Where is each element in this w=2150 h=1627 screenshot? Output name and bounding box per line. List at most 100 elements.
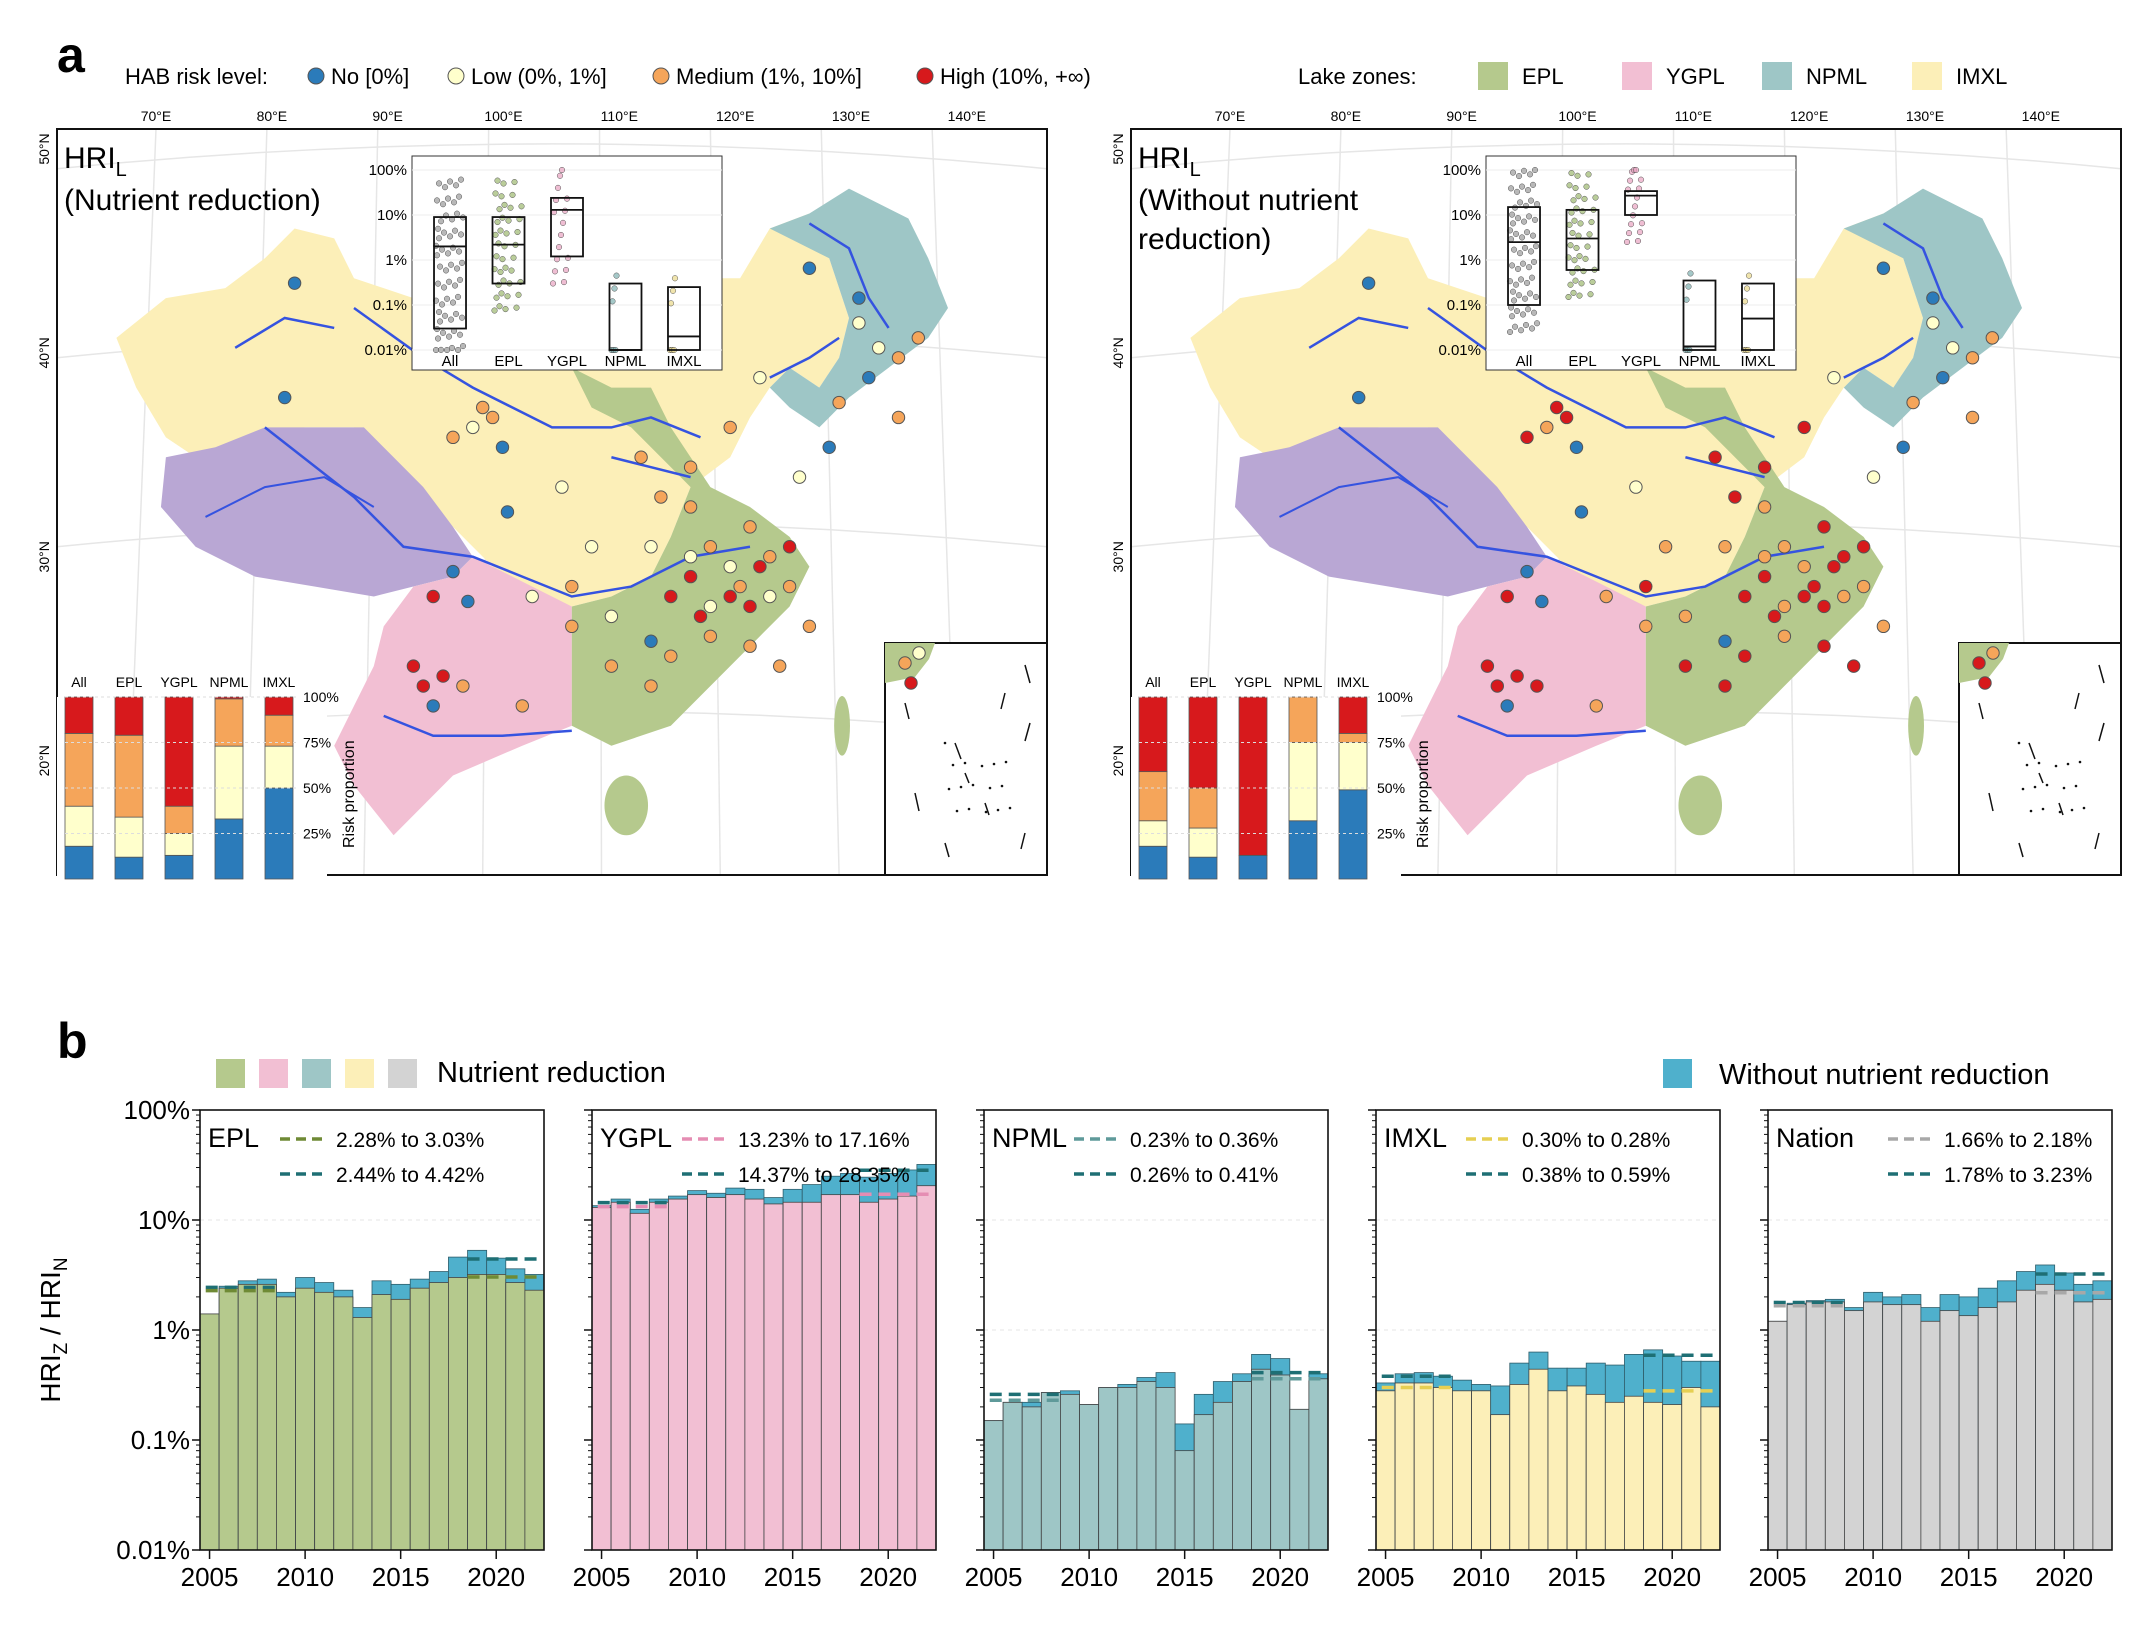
boxplot-point xyxy=(1511,323,1519,330)
boxplot-box xyxy=(1507,206,1541,306)
boxplot-point xyxy=(1637,176,1645,183)
map-inset-island xyxy=(1004,760,1008,764)
legend-risk: HAB risk level: No [0%] Low (0%, 1%] Med… xyxy=(125,64,1091,89)
map-inset-island xyxy=(959,785,963,789)
boxplot-point xyxy=(1626,177,1634,184)
legend-b: Nutrient reduction Without nutrient redu… xyxy=(216,1057,2049,1091)
lake-dot xyxy=(683,460,698,474)
lake-dot xyxy=(1480,659,1495,673)
map-left: 70°E 80°E 90°E 100°E 110°E 120°E 130°E 140°E 50°… xyxy=(36,108,1048,880)
map-inset-island xyxy=(2017,741,2021,745)
lake-dot xyxy=(1777,599,1792,614)
bar-nutrient-reduction xyxy=(352,1317,373,1551)
boxplot-point xyxy=(458,314,466,321)
boxplot-point xyxy=(1589,278,1596,286)
bar-nutrient-reduction xyxy=(1155,1387,1176,1551)
boxplot-point xyxy=(453,210,461,217)
boxplot-point xyxy=(1518,183,1526,190)
stack-ylabel: Risk proportion xyxy=(1415,740,1432,848)
lake-dot xyxy=(1757,550,1772,564)
bar-nutrient-reduction xyxy=(1289,1408,1310,1551)
boxplot-point xyxy=(1627,221,1635,228)
boxplot-point xyxy=(1588,219,1595,226)
bar-nutrient-reduction xyxy=(1920,1320,1941,1551)
boxplot-point xyxy=(1683,296,1690,303)
lake-dot xyxy=(466,420,480,435)
lake-dot xyxy=(743,639,757,653)
boxplot-point xyxy=(1519,311,1527,318)
lake-dot xyxy=(891,351,906,365)
stack-segment xyxy=(1238,854,1268,880)
bar-nutrient-reduction xyxy=(1375,1390,1396,1551)
zone-tibet xyxy=(160,427,473,597)
legend-b-reduction-swatch xyxy=(216,1059,245,1088)
legend-zones-title: Lake zones: xyxy=(1298,64,1417,89)
boxplot-point xyxy=(439,201,447,208)
river-line xyxy=(384,716,572,736)
boxplot-point xyxy=(1574,172,1581,179)
stack-segment xyxy=(64,696,94,734)
lake-dot xyxy=(1946,341,1960,355)
lake-dot xyxy=(446,430,460,445)
bar-nutrient-reduction xyxy=(2092,1298,2113,1551)
lake-dot xyxy=(782,540,797,554)
lake-dot xyxy=(1639,619,1653,634)
boxplot-point xyxy=(492,231,499,238)
boxplot-point xyxy=(1530,309,1538,316)
map-inset-boundary xyxy=(2074,692,2080,710)
panel-b-xtick-label: 2010 xyxy=(668,1562,726,1592)
boxplot-point xyxy=(1585,171,1592,178)
map-inset-boundary xyxy=(1024,722,1031,742)
boxplot-point xyxy=(1569,229,1576,237)
stack-segment xyxy=(64,733,94,807)
map-inset-boundary xyxy=(2028,742,2036,760)
stack-segment xyxy=(64,845,94,880)
map-inset-island xyxy=(943,741,947,745)
map-inset-island xyxy=(2062,786,2066,790)
boxplot-point xyxy=(1581,195,1588,202)
stack-segment xyxy=(214,745,244,820)
map-inset-island xyxy=(980,764,984,768)
panel-b-note-reduction: 1.66% to 2.18% xyxy=(1944,1129,2092,1152)
bar-nutrient-reduction xyxy=(1585,1393,1606,1551)
stack-category-label: EPL xyxy=(1190,674,1217,690)
bar-nutrient-reduction xyxy=(763,1203,784,1551)
stack-segment xyxy=(114,856,144,880)
map-lon-label: 100°E xyxy=(484,108,522,124)
lake-dot xyxy=(703,540,718,554)
map-lon-label: 90°E xyxy=(1446,108,1477,124)
boxplot-point xyxy=(1592,194,1599,201)
lake-dot xyxy=(1837,589,1851,604)
boxplot-point xyxy=(669,287,677,294)
boxplot-point xyxy=(436,318,444,325)
bar-nutrient-reduction xyxy=(467,1274,488,1551)
boxplot-point xyxy=(450,199,458,206)
boxplot-point xyxy=(667,300,675,307)
panel-b-xtick-label: 2020 xyxy=(1251,1562,1309,1592)
legend-zone-label-epl: EPL xyxy=(1522,64,1564,89)
boxplot-category-label: EPL xyxy=(494,353,522,370)
stack-segment xyxy=(164,696,194,807)
legend-risk-swatch-medium xyxy=(652,67,670,85)
panel-b-xtick-label: 2020 xyxy=(1643,1562,1701,1592)
stack-category-label: NPML xyxy=(1284,674,1323,690)
panel-b-ytick-label: 0.1% xyxy=(131,1425,190,1455)
zone-ygpl xyxy=(1408,556,1646,836)
lake-dot xyxy=(644,679,658,693)
map-right-title-sub: L xyxy=(1190,159,1201,181)
boxplot-point xyxy=(1531,216,1539,223)
map-inset-island xyxy=(996,808,1000,812)
bar-nutrient-reduction xyxy=(983,1420,1004,1551)
lake-dot xyxy=(852,291,866,305)
bar-nutrient-reduction xyxy=(1193,1414,1214,1551)
bar-nutrient-reduction xyxy=(591,1207,612,1551)
map-frame xyxy=(56,128,1048,876)
panel-b-note-reduction: 0.23% to 0.36% xyxy=(1130,1129,1278,1152)
boxplot-point xyxy=(1576,253,1583,260)
lake-dot xyxy=(1708,450,1722,464)
boxplot-point xyxy=(518,203,525,210)
boxplot-ytick-label: 0.01% xyxy=(364,342,407,359)
panel-b-ytick-label: 0.01% xyxy=(116,1535,190,1565)
